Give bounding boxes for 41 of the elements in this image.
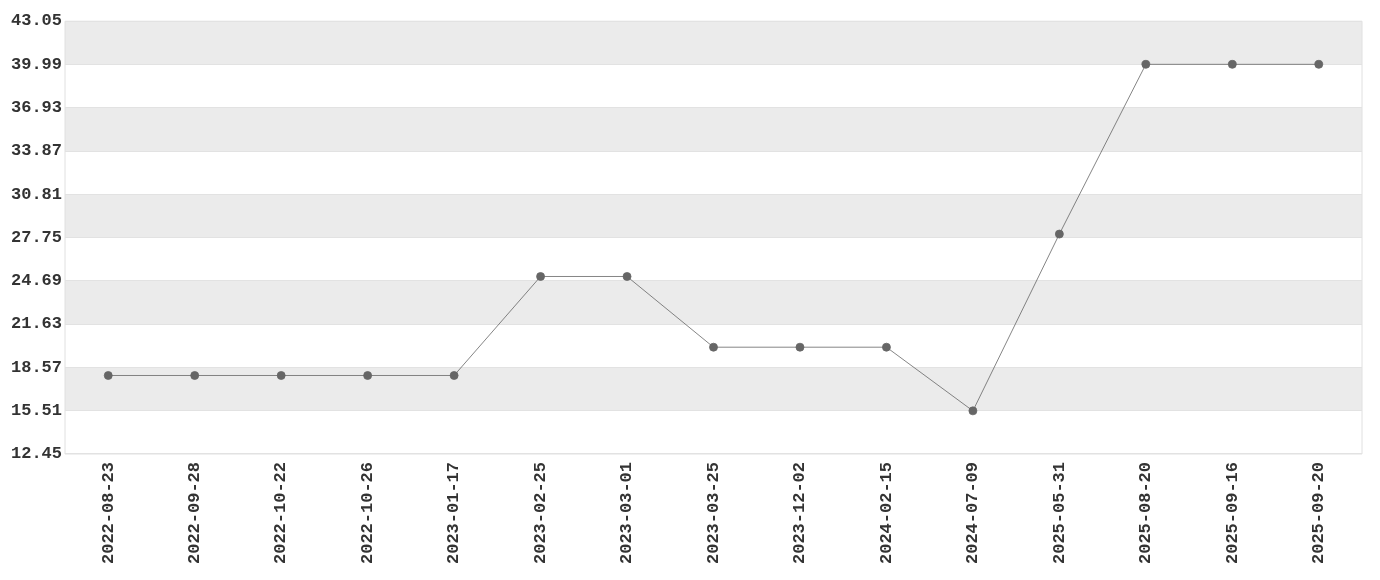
y-tick-label: 43.05 (10, 11, 63, 31)
point (276, 371, 286, 380)
x-tick-label: 2025-09-16 (1222, 461, 1242, 565)
point (622, 272, 632, 281)
x-tick-label: 2023-12-02 (790, 461, 810, 565)
x-tick-label: 2022-08-23 (98, 461, 118, 565)
y-tick-label: 15.51 (10, 400, 63, 420)
x-tick-label: 2023-03-01 (617, 461, 637, 565)
point (449, 371, 459, 380)
x-tick-label: 2022-10-26 (357, 461, 377, 565)
y-tick-label: 18.57 (10, 357, 63, 377)
point (363, 371, 373, 380)
x-tick-label: 2023-02-25 (530, 461, 550, 565)
y-tick-label: 36.93 (10, 98, 63, 118)
point (190, 371, 200, 380)
x-tick-label: 2025-08-20 (1136, 461, 1156, 565)
x-tick-label: 2022-10-22 (271, 461, 291, 565)
point (1314, 59, 1324, 69)
point (1141, 59, 1151, 69)
y-tick-label: 33.87 (10, 141, 63, 161)
point (795, 342, 805, 352)
y-tick-label: 27.75 (10, 227, 63, 247)
y-tick-label: 30.81 (10, 184, 63, 204)
x-tick-label: 2024-02-15 (876, 461, 896, 565)
point (1054, 229, 1064, 239)
point (709, 342, 718, 352)
x-tick-label: 2023-03-25 (703, 461, 723, 565)
x-tick-label: 2023-01-17 (444, 461, 464, 565)
y-tick-label: 39.99 (10, 54, 63, 74)
x-tick-label: 2025-05-31 (1049, 461, 1069, 565)
y-tick-label: 24.69 (10, 271, 63, 291)
point (1227, 59, 1237, 69)
y-tick-label: 21.63 (10, 314, 63, 334)
point (103, 371, 113, 380)
x-tick-label: 2025-09-20 (1309, 461, 1329, 565)
x-tick-label: 2024-07-09 (963, 461, 983, 565)
point (882, 342, 891, 352)
point (536, 272, 545, 281)
y-tick-label: 12.45 (10, 444, 63, 464)
point (968, 406, 978, 416)
x-tick-label: 2022-09-28 (184, 461, 204, 565)
